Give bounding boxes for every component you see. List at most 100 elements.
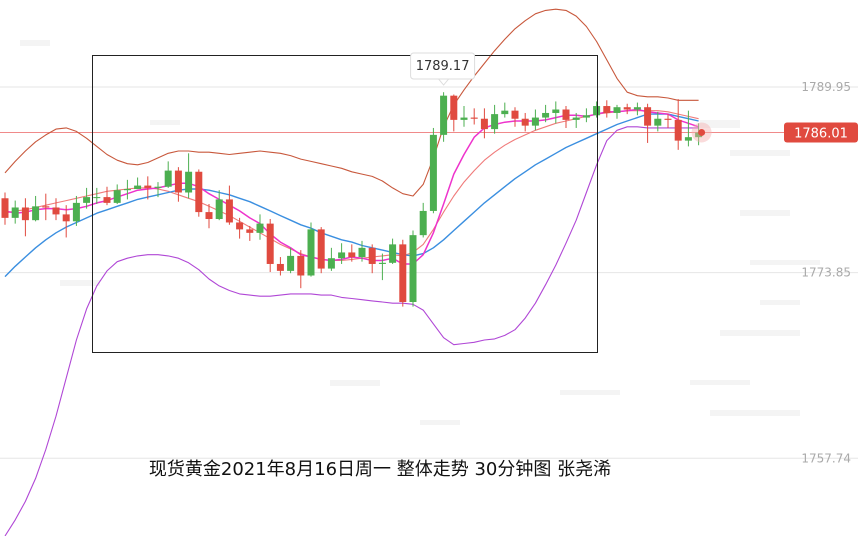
bg-block [150, 120, 180, 125]
candle [42, 193, 50, 221]
candle-body [582, 115, 590, 118]
candle [174, 167, 182, 202]
candle-body [236, 222, 244, 230]
candle-body [215, 199, 223, 220]
bg-block [60, 280, 100, 286]
candle-body [429, 134, 437, 211]
candle [695, 123, 703, 146]
candle [419, 202, 427, 238]
candle-body [32, 206, 40, 221]
candle [633, 102, 641, 116]
candle [603, 100, 611, 118]
candle [21, 198, 29, 237]
bg-block [420, 420, 460, 425]
boll-mid-line [4, 110, 699, 262]
candle-body [562, 109, 570, 120]
candle [664, 114, 672, 128]
boll-upper-line [4, 8, 699, 197]
candle [470, 108, 478, 125]
candle [134, 177, 142, 190]
candle [317, 227, 325, 274]
candle [389, 238, 397, 264]
candle-body [62, 214, 70, 222]
bg-block [20, 40, 50, 46]
candle [684, 110, 692, 147]
candle [440, 92, 448, 142]
candle-body [664, 118, 672, 120]
candle [195, 169, 203, 217]
bg-block [700, 120, 740, 128]
candle [205, 204, 213, 229]
candle [297, 250, 305, 289]
candle [93, 187, 101, 205]
candle-body [409, 235, 417, 303]
candle-body [1, 198, 9, 218]
candle-body [144, 185, 152, 188]
candle-body [123, 189, 131, 191]
candle-body [307, 229, 315, 276]
bg-block [730, 150, 790, 156]
annotations: 1789.17 1786.01 [92, 52, 858, 353]
candle-body [21, 207, 29, 221]
candle [613, 104, 621, 119]
price-tick-label: 1757.74 [801, 451, 851, 465]
candle-body [338, 252, 346, 259]
candle-body [348, 252, 356, 258]
bg-block [740, 210, 790, 216]
candle [674, 99, 682, 150]
candle [52, 198, 60, 221]
candle [358, 240, 366, 262]
peak-label-text: 1789.17 [416, 59, 470, 74]
candle [644, 103, 652, 143]
candle-body [246, 229, 254, 233]
candle-body [52, 207, 60, 215]
candle [164, 161, 172, 188]
candle-body [378, 262, 386, 264]
candle [542, 104, 550, 123]
boll-lower-line [4, 126, 699, 536]
price-tick-label: 1789.95 [801, 80, 851, 94]
candle [62, 205, 70, 238]
candle-body [195, 171, 203, 213]
candle-body [42, 206, 50, 208]
candle [582, 108, 590, 123]
candle [480, 108, 488, 139]
candle-body [644, 107, 652, 126]
candle-body [470, 117, 478, 119]
current-price-badge [784, 122, 858, 143]
candle-body [460, 117, 468, 120]
candle [460, 106, 468, 127]
candle-body [480, 118, 488, 130]
candle-body [542, 112, 550, 118]
candle [215, 190, 223, 221]
candle [83, 187, 91, 209]
candle [348, 244, 356, 262]
candle [491, 104, 499, 134]
candle [531, 109, 539, 131]
candle-body [654, 118, 662, 126]
candle-body [327, 258, 335, 269]
candle-body [83, 197, 91, 203]
candle-body [113, 190, 121, 203]
bg-block [710, 410, 800, 416]
candle-body [256, 223, 264, 233]
candle-body [154, 186, 162, 188]
candle-body [613, 107, 621, 113]
candle [552, 101, 560, 124]
chart-caption: 现货黄金2021年8月16日周一 整体走势 30分钟图 张尧浠 [148, 459, 612, 480]
candle [572, 112, 580, 128]
candle [266, 219, 274, 273]
candle-body [450, 95, 458, 120]
candle [501, 102, 509, 118]
candle-body [368, 247, 376, 264]
candle [338, 243, 346, 264]
candle-body [511, 110, 519, 119]
candle [378, 253, 386, 281]
candle-body [593, 106, 601, 116]
candle [113, 184, 121, 205]
peak-label-pointer [437, 78, 450, 86]
candle [256, 214, 264, 240]
bg-block [690, 380, 750, 385]
